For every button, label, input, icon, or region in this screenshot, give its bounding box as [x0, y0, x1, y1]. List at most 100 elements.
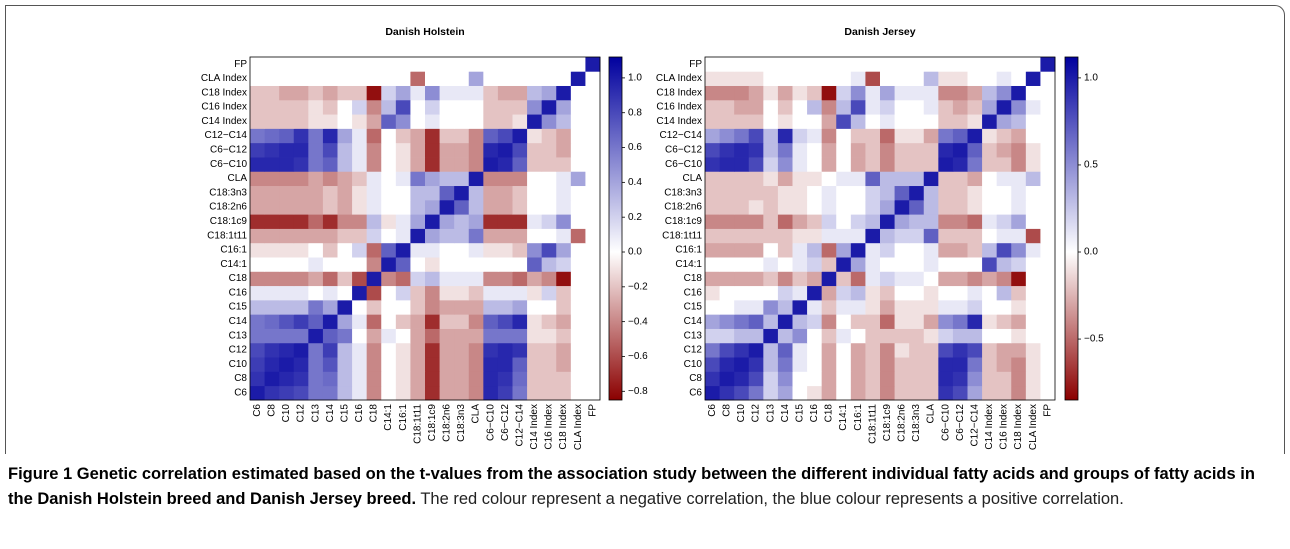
heatmap-cell — [425, 214, 440, 229]
heatmap-cell — [938, 299, 954, 315]
heatmap-cell — [366, 299, 382, 315]
heatmap-cell — [308, 157, 324, 172]
heatmap-cell — [850, 157, 866, 172]
heatmap-cell — [821, 342, 837, 358]
heatmap-cell — [996, 271, 1012, 287]
y-tick-label: C18:3n3 — [209, 187, 247, 198]
heatmap-cell — [748, 242, 764, 258]
heatmap-cell — [454, 142, 470, 158]
y-tick-label: C12−C14 — [659, 130, 702, 141]
x-tick-label: C18:3n3 — [911, 404, 922, 442]
heatmap-cell — [439, 99, 455, 115]
heatmap-cell — [337, 357, 353, 372]
heatmap-cell — [923, 57, 939, 72]
heatmap-cell — [497, 214, 513, 229]
heatmap-cell — [556, 185, 572, 201]
heatmap-cell — [952, 114, 968, 129]
heatmap-cell — [952, 385, 968, 401]
heatmap-cell — [734, 385, 750, 401]
heatmap-cell — [821, 85, 837, 101]
heatmap-cell — [366, 328, 382, 344]
heatmap-cell — [585, 242, 601, 258]
x-tick-label: FP — [1042, 404, 1053, 417]
heatmap-cell — [748, 285, 764, 301]
heatmap-cell — [1011, 257, 1027, 272]
y-tick-label: CLA — [228, 173, 248, 184]
heatmap-cell — [865, 114, 881, 129]
heatmap-cell — [468, 342, 484, 358]
heatmap-cell — [923, 199, 939, 215]
heatmap-cell — [570, 314, 586, 329]
heatmap-cell — [381, 242, 397, 258]
heatmap-cell — [322, 157, 338, 172]
heatmap-cell — [792, 71, 808, 86]
heatmap-cell — [880, 257, 895, 272]
heatmap-cell — [337, 228, 353, 244]
heatmap-cell — [570, 385, 586, 401]
heatmap-cell — [821, 57, 837, 72]
heatmap-cell — [497, 257, 513, 272]
heatmap-cell — [337, 242, 353, 258]
heatmap-cell — [719, 357, 735, 372]
heatmap-cell — [250, 214, 265, 229]
heatmap-cell — [395, 257, 411, 272]
heatmap-cell — [410, 171, 426, 187]
heatmap-cell — [541, 185, 557, 201]
heatmap-cell — [719, 99, 735, 115]
heatmap-cell — [705, 142, 720, 158]
heatmap-cell — [352, 185, 368, 201]
heatmap-cell — [1011, 357, 1027, 372]
heatmap-cell — [264, 285, 280, 301]
x-tick-label: C16:1 — [398, 404, 409, 431]
heatmap-cell — [763, 171, 779, 187]
figure-frame — [5, 5, 1285, 454]
heatmap-cell — [777, 242, 793, 258]
heatmap-cell — [865, 371, 881, 387]
heatmap-cell — [982, 214, 998, 229]
heatmap-cell — [454, 285, 470, 301]
chart-title: Danish Holstein — [385, 26, 464, 38]
x-tick-label: C16:1 — [853, 404, 864, 431]
heatmap-cell — [527, 199, 543, 215]
heatmap-cell — [982, 385, 998, 401]
heatmap-cell — [807, 157, 823, 172]
heatmap-cell — [734, 157, 750, 172]
heatmap-cell — [308, 214, 324, 229]
heatmap-cell — [792, 157, 808, 172]
heatmap-cell — [264, 342, 280, 358]
heatmap-cell — [337, 257, 353, 272]
heatmap-cell — [410, 57, 426, 72]
heatmap-cell — [308, 371, 324, 387]
heatmap-cell — [1040, 114, 1056, 129]
heatmap-cell — [322, 214, 338, 229]
heatmap-cell — [807, 342, 823, 358]
x-tick-label: C18 Index — [1013, 404, 1024, 450]
heatmap-cell — [308, 328, 324, 344]
heatmap-cell — [821, 228, 837, 244]
heatmap-cell — [880, 71, 895, 86]
heatmap-cell — [439, 285, 455, 301]
colorbar-tick-label: −0.6 — [628, 351, 648, 362]
heatmap-cell — [792, 142, 808, 158]
heatmap-cell — [293, 57, 309, 72]
colorbar-tick-label: 0.5 — [1084, 160, 1098, 171]
heatmap-cell — [923, 228, 939, 244]
x-tick-label: CLA Index — [1028, 404, 1039, 450]
heatmap-cell — [1025, 214, 1041, 229]
heatmap-cell — [982, 157, 998, 172]
heatmap-cell — [410, 99, 426, 115]
heatmap-cell — [792, 342, 808, 358]
heatmap-cell — [719, 199, 735, 215]
heatmap-cell — [777, 357, 793, 372]
heatmap-cell — [850, 357, 866, 372]
heatmap-cell — [425, 185, 440, 201]
heatmap-cell — [923, 242, 939, 258]
heatmap-cell — [748, 357, 764, 372]
heatmap-cell — [938, 285, 954, 301]
heatmap-cell — [279, 142, 295, 158]
heatmap-cell — [454, 299, 470, 315]
heatmap-cell — [938, 271, 954, 287]
heatmap-cell — [366, 142, 382, 158]
heatmap-cell — [250, 271, 265, 287]
heatmap-cell — [425, 357, 440, 372]
